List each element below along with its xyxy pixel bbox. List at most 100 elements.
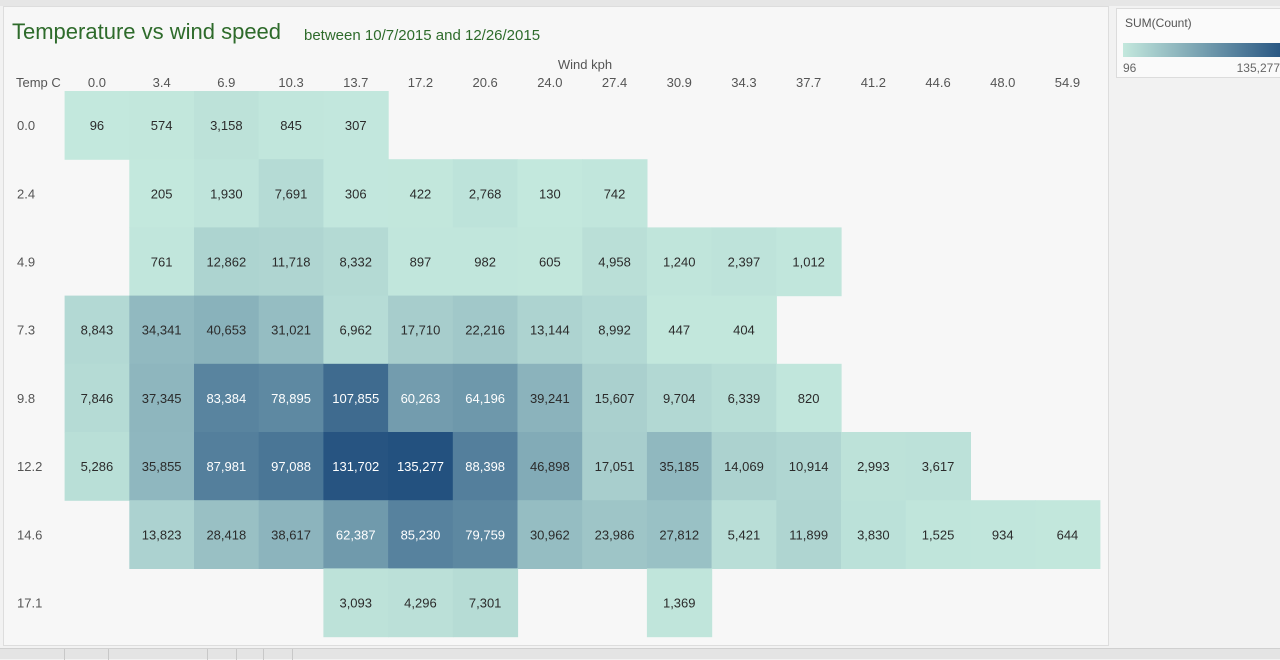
heatmap-cell[interactable] [194, 432, 260, 501]
heatmap-cell[interactable] [388, 295, 454, 365]
heatmap-cell[interactable] [905, 500, 971, 569]
color-legend[interactable]: SUM(Count) 96 135,277 [1116, 8, 1280, 78]
heatmap-cell[interactable] [388, 500, 454, 569]
heatmap-cell[interactable] [323, 363, 389, 433]
heatmap-cell[interactable] [582, 295, 648, 365]
y-tick-label: 12.2 [17, 459, 42, 474]
heatmap-cell[interactable] [194, 363, 260, 433]
heatmap-cell[interactable] [194, 500, 260, 569]
cell-value-label: 2,768 [469, 186, 502, 201]
heatmap-cell[interactable] [646, 500, 713, 569]
heatmap-cell[interactable] [323, 227, 389, 297]
cell-value-label: 13,144 [530, 323, 570, 338]
cell-value-label: 5,286 [81, 459, 114, 474]
heatmap-cell[interactable] [194, 91, 260, 160]
heatmap-cell[interactable] [452, 295, 519, 365]
sheet-tabs-bar[interactable] [0, 648, 1280, 660]
heatmap-cell[interactable] [258, 159, 324, 228]
heatmap-cell[interactable] [517, 500, 583, 569]
heatmap-cell[interactable] [388, 568, 454, 638]
heatmap-cell[interactable] [582, 159, 648, 228]
heatmap-cell[interactable] [258, 500, 324, 569]
heatmap-cell[interactable] [388, 363, 454, 433]
heatmap-cell[interactable] [323, 568, 389, 638]
heatmap-cell[interactable] [129, 363, 195, 433]
cell-value-label: 1,525 [922, 527, 955, 542]
heatmap-cell[interactable] [711, 500, 777, 569]
heatmap-cell[interactable] [1035, 500, 1101, 569]
heatmap-cell[interactable] [129, 432, 195, 501]
heatmap-cell[interactable] [194, 295, 260, 365]
cell-value-label: 87,981 [206, 459, 246, 474]
heatmap-cell[interactable] [517, 363, 583, 433]
cell-value-label: 8,992 [598, 323, 631, 338]
heatmap-cell[interactable] [711, 432, 777, 501]
heatmap-cell[interactable] [323, 500, 389, 569]
legend-max-label: 135,277 [1236, 61, 1280, 75]
heatmap-cell[interactable] [452, 159, 519, 228]
x-tick-label: 41.2 [861, 75, 886, 90]
heatmap-cell[interactable] [646, 363, 713, 433]
heatmap-cell[interactable] [388, 159, 454, 228]
heatmap-cell[interactable] [258, 295, 324, 365]
heatmap-cell[interactable] [323, 295, 389, 365]
heatmap-cell[interactable] [776, 500, 842, 569]
heatmap-cell[interactable] [129, 159, 195, 228]
cell-value-label: 11,718 [272, 255, 311, 270]
x-tick-label: 13.7 [343, 75, 368, 90]
heatmap-cell[interactable] [388, 227, 454, 297]
heatmap-cell[interactable] [323, 91, 389, 160]
heatmap-cell[interactable] [323, 432, 389, 501]
heatmap-cell[interactable] [841, 500, 907, 569]
heatmap-cell[interactable] [452, 432, 519, 501]
heatmap-cell[interactable] [64, 432, 130, 501]
cell-value-label: 4,958 [598, 255, 631, 270]
heatmap-cell[interactable] [646, 295, 713, 365]
heatmap-cell[interactable] [517, 432, 583, 501]
heatmap-cell[interactable] [64, 363, 130, 433]
heatmap-cell[interactable] [582, 363, 648, 433]
heatmap-cell[interactable] [517, 159, 583, 228]
heatmap-cell[interactable] [323, 159, 389, 228]
heatmap-cell[interactable] [129, 500, 195, 569]
heatmap-cell[interactable] [711, 227, 777, 297]
heatmap-cell[interactable] [582, 227, 648, 297]
heatmap-cell[interactable] [776, 227, 842, 297]
heatmap-cell[interactable] [776, 363, 842, 433]
cell-value-label: 3,830 [857, 527, 890, 542]
heatmap-cell[interactable] [517, 227, 583, 297]
heatmap-cell[interactable] [194, 159, 260, 228]
heatmap-cell[interactable] [258, 227, 324, 297]
heatmap-cell[interactable] [258, 363, 324, 433]
heatmap-chart[interactable]: 0.0 3.4 6.9 10.3 13.7 17.2 20.6 24.0 27.4 30.9 34.… [0, 0, 1110, 645]
heatmap-cell[interactable] [258, 432, 324, 501]
heatmap-cell[interactable] [452, 363, 519, 433]
heatmap-cell[interactable] [646, 227, 713, 297]
x-tick-label: 37.7 [796, 75, 821, 90]
heatmap-cell[interactable] [517, 295, 583, 365]
heatmap-cell[interactable] [129, 295, 195, 365]
heatmap-cell[interactable] [841, 432, 907, 501]
heatmap-cell[interactable] [646, 568, 713, 638]
cell-value-label: 1,369 [663, 596, 696, 611]
heatmap-cell[interactable] [970, 500, 1036, 569]
cell-value-label: 8,332 [339, 255, 372, 270]
heatmap-cell[interactable] [64, 91, 130, 160]
heatmap-cell[interactable] [129, 227, 195, 297]
heatmap-cell[interactable] [129, 91, 195, 160]
heatmap-cell[interactable] [258, 91, 324, 160]
heatmap-cell[interactable] [582, 432, 648, 501]
heatmap-cell[interactable] [646, 432, 713, 501]
heatmap-cell[interactable] [776, 432, 842, 501]
heatmap-cell[interactable] [388, 432, 454, 501]
heatmap-cell[interactable] [582, 500, 648, 569]
heatmap-cell[interactable] [711, 363, 777, 433]
cell-value-label: 130 [539, 186, 561, 201]
heatmap-cell[interactable] [452, 227, 519, 297]
heatmap-cell[interactable] [64, 295, 130, 365]
heatmap-cell[interactable] [905, 432, 971, 501]
heatmap-cell[interactable] [452, 500, 519, 569]
heatmap-cell[interactable] [194, 227, 260, 297]
heatmap-cell[interactable] [711, 295, 777, 365]
heatmap-cell[interactable] [452, 568, 519, 638]
